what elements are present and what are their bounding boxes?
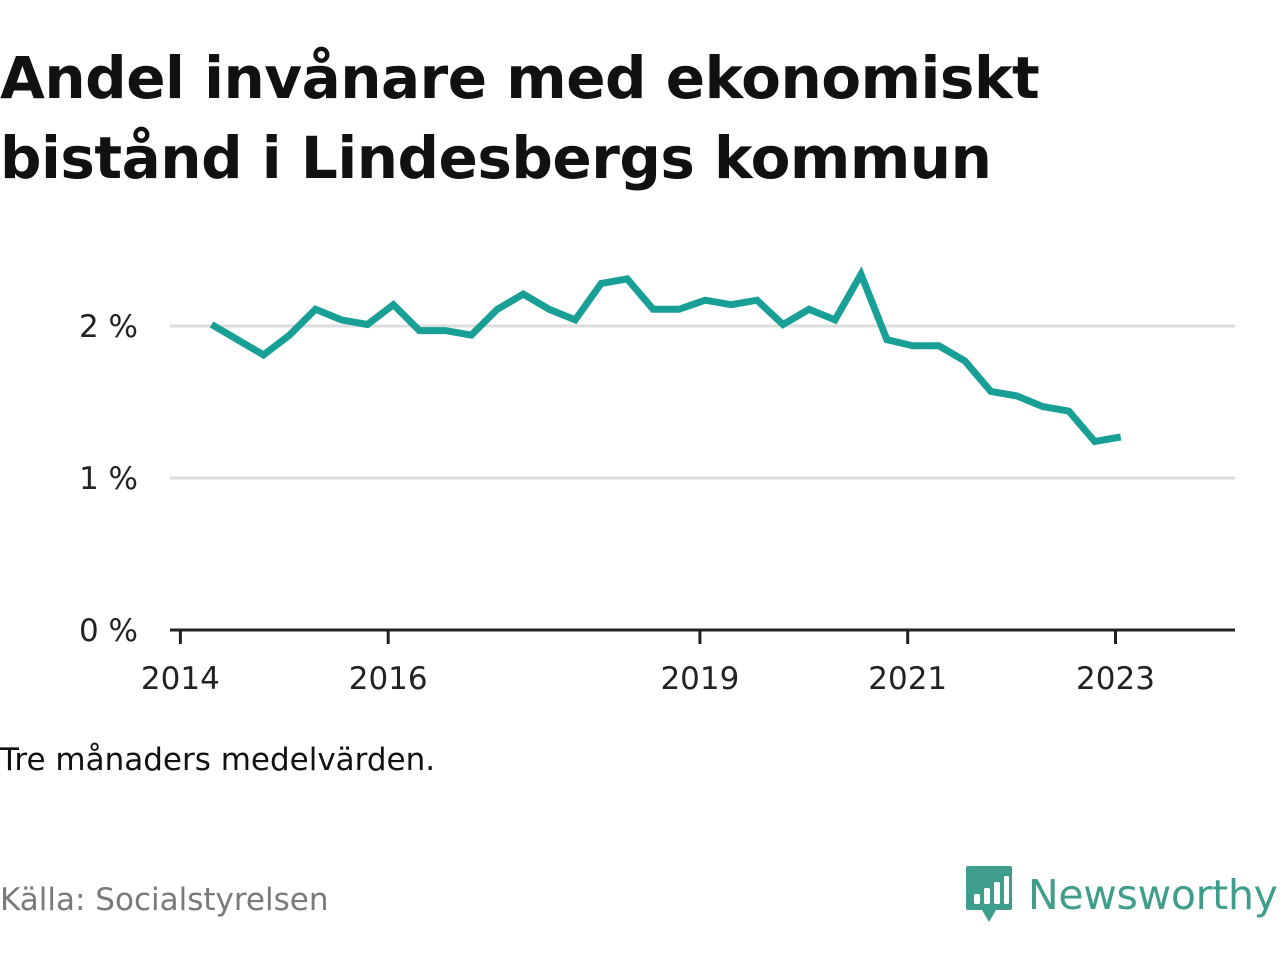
data-point bbox=[990, 391, 991, 392]
data-point bbox=[549, 309, 550, 310]
y-axis-labels: 0 % 1 % 2 % bbox=[79, 309, 138, 649]
series-group bbox=[209, 266, 1122, 446]
data-point bbox=[1120, 436, 1121, 437]
title-line-1: Andel invånare med ekonomiskt bbox=[0, 44, 1040, 112]
line-chart: 0 % 1 % 2 % 2014 2016 2019 2021 2023 bbox=[79, 266, 1235, 697]
data-point bbox=[237, 339, 238, 340]
data-point bbox=[731, 304, 732, 305]
data-point bbox=[367, 324, 368, 325]
y-tick-label: 0 % bbox=[79, 613, 138, 649]
data-point bbox=[341, 319, 342, 320]
data-point bbox=[886, 339, 887, 340]
data-point bbox=[783, 324, 784, 325]
data-point bbox=[601, 283, 602, 284]
data-point bbox=[860, 274, 861, 275]
data-point bbox=[289, 335, 290, 336]
x-tick-label: 2021 bbox=[868, 661, 947, 697]
data-point bbox=[419, 330, 420, 331]
data-point bbox=[679, 309, 680, 310]
x-tick-label: 2016 bbox=[349, 661, 428, 697]
data-point bbox=[1016, 395, 1017, 396]
data-point bbox=[1042, 406, 1043, 407]
data-point bbox=[575, 319, 576, 320]
data-point bbox=[315, 309, 316, 310]
x-tick-label: 2019 bbox=[660, 661, 739, 697]
bar-chart-speech-bubble-icon bbox=[966, 866, 1012, 922]
x-axis: 2014 2016 2019 2021 2023 bbox=[141, 628, 1235, 697]
brand-logo: Newsworthy bbox=[964, 864, 1278, 926]
title-line-2: bistånd i Lindesbergs kommun bbox=[0, 124, 992, 192]
x-tick-label: 2014 bbox=[141, 661, 220, 697]
data-point bbox=[653, 309, 654, 310]
data-point bbox=[393, 304, 394, 305]
data-point bbox=[964, 360, 965, 361]
brand-name: Newsworthy bbox=[1028, 871, 1278, 919]
y-tick-label: 2 % bbox=[79, 309, 138, 345]
data-point bbox=[912, 345, 913, 346]
series-line bbox=[209, 266, 1122, 446]
data-point bbox=[445, 330, 446, 331]
chart-note: Tre månaders medelvärden. bbox=[0, 742, 436, 778]
data-point bbox=[211, 324, 212, 325]
data-point bbox=[627, 278, 628, 279]
data-point bbox=[1094, 441, 1095, 442]
data-point bbox=[809, 309, 810, 310]
data-point bbox=[497, 309, 498, 310]
data-point bbox=[263, 354, 264, 355]
data-point bbox=[757, 300, 758, 301]
source-label: Källa: Socialstyrelsen bbox=[0, 882, 329, 918]
data-point bbox=[523, 294, 524, 295]
data-point bbox=[938, 345, 939, 346]
x-tick-label: 2023 bbox=[1076, 661, 1155, 697]
y-tick-label: 1 % bbox=[79, 461, 138, 497]
data-point bbox=[834, 319, 835, 320]
gridlines bbox=[170, 324, 1235, 480]
data-point bbox=[471, 335, 472, 336]
page-title: Andel invånare med ekonomiskt bistånd i … bbox=[0, 38, 1270, 198]
data-point bbox=[705, 300, 706, 301]
data-point bbox=[1068, 411, 1069, 412]
